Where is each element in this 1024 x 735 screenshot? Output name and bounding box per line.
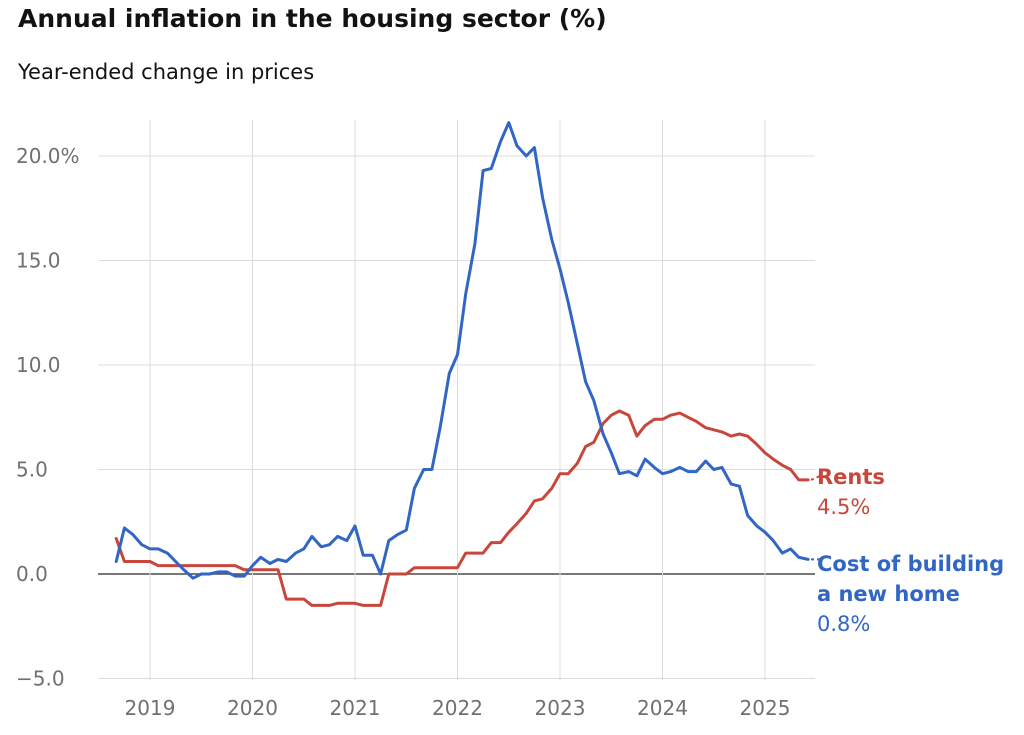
y-tick-label: 10.0	[16, 353, 61, 377]
series-value-label: 4.5%	[817, 495, 870, 519]
y-tick-label: 0.0	[16, 562, 48, 586]
series-value-label: 0.8%	[817, 612, 870, 636]
y-axis-ticks: 20.0% 15.0 10.0 5.0 0.0 −5.0	[16, 144, 80, 691]
x-tick-label: 2019	[125, 696, 176, 720]
series-name-label: a new home	[817, 582, 960, 606]
x-tick-label: 2024	[637, 696, 688, 720]
series	[114, 121, 821, 607]
series-name-label: Cost of building	[817, 552, 1004, 576]
series-line-building-cost	[114, 121, 810, 580]
x-tick-label: 2025	[740, 696, 791, 720]
x-tick-label: 2021	[330, 696, 381, 720]
chart-title: Annual inflation in the housing sector (…	[18, 4, 607, 33]
series-labels: Rents 4.5% Cost of building a new home 0.8%	[817, 465, 1004, 636]
y-tick-label: 20.0%	[16, 144, 80, 168]
series-line-rents	[114, 409, 810, 607]
y-tick-label: 15.0	[16, 249, 61, 273]
chart-subtitle: Year-ended change in prices	[18, 60, 315, 84]
x-tick-label: 2020	[227, 696, 278, 720]
label-connector	[810, 475, 821, 481]
y-tick-label: 5.0	[16, 458, 48, 482]
x-tick-label: 2022	[432, 696, 483, 720]
series-name-label: Rents	[817, 465, 885, 489]
y-tick-label: −5.0	[16, 667, 65, 691]
x-axis-ticks: 2019 2020 2021 2022 2023 2024 2025	[125, 696, 791, 720]
x-tick-label: 2023	[535, 696, 586, 720]
grid	[98, 120, 815, 680]
